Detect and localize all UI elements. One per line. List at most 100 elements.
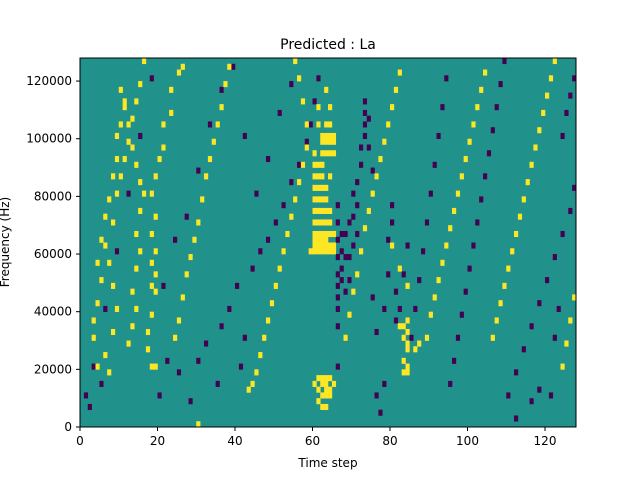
heatmap-cell-high bbox=[277, 265, 282, 272]
heatmap-cell-low bbox=[568, 92, 573, 99]
heatmap-cell-low bbox=[483, 173, 488, 180]
heatmap-cell-high bbox=[455, 190, 461, 197]
heatmap-cell-low bbox=[281, 202, 286, 209]
heatmap-cell-low bbox=[514, 415, 519, 422]
heatmap-cell-low bbox=[556, 305, 561, 312]
heatmap-cell-high bbox=[192, 236, 197, 243]
heatmap-cell-high bbox=[328, 207, 333, 214]
heatmap-cell-high bbox=[324, 219, 329, 226]
heatmap-cell-high bbox=[548, 75, 554, 82]
heatmap-cell-low bbox=[355, 230, 360, 238]
heatmap-cell-high bbox=[440, 259, 445, 266]
heatmap-cell-high bbox=[316, 121, 321, 128]
heatmap-cell-high bbox=[324, 86, 329, 93]
heatmap-cell-high bbox=[149, 190, 154, 197]
heatmap-cell-high bbox=[506, 265, 511, 272]
heatmap-cell-low bbox=[428, 190, 433, 197]
heatmap-cell-high bbox=[149, 282, 154, 289]
heatmap-cell-low bbox=[548, 392, 554, 399]
heatmap-cell-low bbox=[506, 392, 511, 399]
heatmap-cell-low bbox=[347, 254, 352, 261]
heatmap-cell-low bbox=[370, 167, 375, 174]
heatmap-cell-high bbox=[324, 248, 329, 255]
heatmap-cell-high bbox=[533, 144, 538, 151]
heatmap-cell-low bbox=[204, 340, 209, 347]
heatmap-cell-high bbox=[312, 219, 317, 226]
heatmap-cell-high bbox=[537, 127, 542, 134]
heatmap-cell-high bbox=[525, 179, 530, 186]
heatmap-cell-low bbox=[335, 202, 340, 209]
heatmap-cell-high bbox=[118, 173, 123, 180]
heatmap-cell-low bbox=[126, 190, 131, 197]
heatmap-cell-high bbox=[564, 340, 569, 347]
heatmap-cell-high bbox=[401, 323, 406, 330]
heatmap-cell-low bbox=[494, 104, 499, 111]
heatmap-cell-low bbox=[560, 132, 565, 140]
heatmap-cell-high bbox=[161, 144, 166, 151]
heatmap-cell-high bbox=[312, 207, 317, 214]
heatmap-cell-high bbox=[297, 75, 302, 82]
heatmap-cell-low bbox=[529, 398, 534, 405]
heatmap-cell-high bbox=[215, 121, 220, 128]
heatmap-cell-low bbox=[479, 196, 484, 203]
heatmap-cell-low bbox=[502, 58, 507, 65]
heatmap-cell-high bbox=[328, 386, 333, 393]
heatmap-cell-high bbox=[397, 265, 402, 272]
heatmap-cell-high bbox=[541, 109, 546, 116]
heatmap-cell-high bbox=[111, 173, 116, 180]
x-tick-label: 80 bbox=[382, 434, 397, 448]
heatmap-cell-high bbox=[184, 271, 189, 278]
heatmap-cell-high bbox=[413, 346, 418, 353]
heatmap-cell-high bbox=[200, 196, 205, 203]
heatmap-cell-low bbox=[370, 294, 375, 301]
heatmap-cell-low bbox=[258, 248, 263, 255]
heatmap-cell-high bbox=[107, 259, 112, 266]
heatmap-cell-high bbox=[153, 213, 158, 220]
heatmap-cell-high bbox=[463, 156, 468, 163]
heatmap-cell-high bbox=[405, 340, 410, 347]
heatmap-cell-low bbox=[560, 230, 565, 238]
heatmap-cell-high bbox=[134, 98, 139, 105]
heatmap-cell-high bbox=[331, 150, 337, 157]
heatmap-cell-high bbox=[180, 63, 185, 70]
heatmap-cell-high bbox=[130, 323, 135, 330]
heatmap-cell-low bbox=[219, 323, 224, 330]
heatmap-cell-low bbox=[552, 334, 557, 341]
y-tick-label: 40000 bbox=[34, 305, 72, 319]
heatmap-cell-high bbox=[293, 196, 298, 203]
heatmap-cell-high bbox=[176, 317, 182, 324]
heatmap-cell-high bbox=[444, 242, 449, 249]
heatmap-cell-high bbox=[324, 392, 329, 399]
heatmap-cell-low bbox=[417, 277, 422, 284]
heatmap-cell-high bbox=[324, 380, 329, 387]
heatmap-cell-high bbox=[157, 156, 162, 163]
heatmap-cell-high bbox=[320, 161, 325, 168]
heatmap-cell-high bbox=[281, 248, 286, 255]
heatmap-cell-high bbox=[560, 363, 565, 370]
heatmap-cell-high bbox=[405, 363, 410, 370]
heatmap-cell-high bbox=[568, 317, 573, 324]
heatmap-cell-high bbox=[405, 328, 410, 336]
heatmap-cell-high bbox=[258, 352, 263, 359]
heatmap-cell-high bbox=[118, 121, 123, 128]
heatmap-cell-low bbox=[343, 288, 348, 295]
heatmap-cell-high bbox=[320, 219, 325, 226]
heatmap-cell-high bbox=[328, 138, 333, 145]
heatmap-cell-high bbox=[324, 207, 329, 214]
y-tick-label: 0 bbox=[64, 420, 72, 434]
heatmap-cell-low bbox=[304, 138, 309, 145]
heatmap-cell-low bbox=[390, 219, 395, 226]
heatmap-cell-high bbox=[324, 138, 329, 145]
heatmap-cell-high bbox=[529, 161, 534, 168]
heatmap-cell-high bbox=[401, 369, 406, 376]
heatmap-cell-high bbox=[320, 207, 325, 214]
heatmap-cell-high bbox=[328, 150, 333, 157]
heatmap-cell-high bbox=[207, 156, 213, 163]
heatmap-cell-high bbox=[103, 242, 108, 249]
heatmap-cell-low bbox=[161, 282, 166, 289]
heatmap-cell-high bbox=[188, 254, 193, 261]
heatmap-cell-low bbox=[103, 305, 108, 312]
x-tick-label: 60 bbox=[305, 434, 320, 448]
heatmap-cell-low bbox=[351, 190, 356, 197]
heatmap-cell-high bbox=[320, 230, 325, 238]
